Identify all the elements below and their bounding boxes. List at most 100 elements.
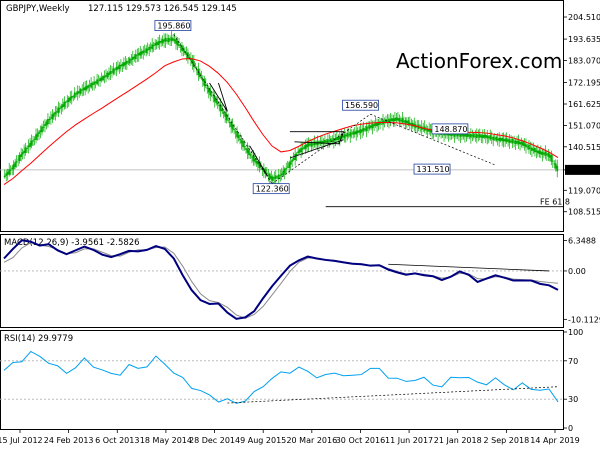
candle-body xyxy=(176,40,179,46)
candle-body xyxy=(85,85,88,90)
candle-body xyxy=(21,152,24,155)
candle-body xyxy=(109,71,112,74)
candle-body xyxy=(231,124,234,130)
candle-body xyxy=(536,150,539,154)
y-tick-label: 0 xyxy=(568,424,573,433)
candle-body xyxy=(492,136,495,141)
candle-body xyxy=(128,58,131,64)
candle-body xyxy=(51,114,54,120)
candle-body xyxy=(347,134,350,136)
axes-layer: 204.510 193.635 183.070 172.195 161.625 151.0… xyxy=(0,13,600,445)
candle-body xyxy=(99,78,101,82)
candle-body xyxy=(322,140,325,144)
candle-body xyxy=(73,92,76,98)
candle-body xyxy=(464,134,466,137)
candle-body xyxy=(207,88,210,93)
candle-body xyxy=(337,136,340,140)
price-annotation-label: 195.860 xyxy=(157,22,190,31)
rsi-panel-frame xyxy=(0,330,564,430)
candle-body xyxy=(210,94,213,96)
candle-body xyxy=(352,131,355,135)
candle-body xyxy=(198,72,201,77)
candle-body xyxy=(359,129,362,134)
candle-body xyxy=(152,45,155,47)
candle-body xyxy=(133,56,136,59)
candle-body xyxy=(309,144,311,146)
candle-body xyxy=(370,125,372,128)
price-annotation-box xyxy=(342,99,379,111)
candle-body xyxy=(547,152,550,157)
candle-body xyxy=(9,169,12,171)
candle-body xyxy=(486,135,489,139)
candle-body xyxy=(283,168,286,174)
candle-body xyxy=(292,157,295,160)
last-price-badge xyxy=(565,164,600,175)
fe-level-label: FE 61.8 xyxy=(540,198,570,207)
x-tick-label: 21 Jan 2018 xyxy=(434,436,482,445)
candle-body xyxy=(319,140,322,144)
candle-body xyxy=(78,91,81,93)
candle-body xyxy=(251,156,253,158)
candle-body xyxy=(12,164,15,170)
candle-body xyxy=(282,170,285,175)
candle-body xyxy=(149,46,152,49)
candle-body xyxy=(458,134,460,136)
candle-body xyxy=(389,119,392,121)
candle-body xyxy=(276,176,279,178)
candle-body xyxy=(495,136,498,141)
candle-body xyxy=(30,140,33,146)
candle-body xyxy=(201,79,204,82)
candle-body xyxy=(459,133,462,137)
candle-body xyxy=(76,91,79,95)
candle-body xyxy=(325,140,328,142)
candle-body xyxy=(331,139,334,141)
candle-body xyxy=(246,148,249,153)
candle-body xyxy=(127,61,130,63)
candle-body xyxy=(270,176,273,180)
candle-body xyxy=(97,80,100,82)
macd-divergence-trendline xyxy=(388,263,550,272)
candle-body xyxy=(57,107,60,114)
candle-body xyxy=(82,87,85,91)
candle-body xyxy=(140,51,143,55)
candle-body xyxy=(265,172,268,174)
rsi-line xyxy=(3,350,559,404)
candle-body xyxy=(154,43,157,46)
candle-body xyxy=(87,85,90,88)
candle-body xyxy=(151,44,154,50)
candle-body xyxy=(167,37,170,43)
candle-body xyxy=(539,151,542,155)
candle-body xyxy=(32,140,34,142)
candle-body xyxy=(344,134,347,137)
candle-body xyxy=(532,148,535,151)
candle-body xyxy=(166,39,168,41)
candle-body xyxy=(79,88,82,94)
candle-body xyxy=(507,139,510,142)
y-tick-label: 0.00 xyxy=(568,267,586,276)
candle-body xyxy=(410,123,413,126)
candle-body xyxy=(551,160,554,162)
candle-body xyxy=(514,140,517,144)
candle-body xyxy=(313,141,316,146)
candle-body xyxy=(498,137,501,142)
candle-body xyxy=(178,44,180,46)
price-annotation-label: 156.590 xyxy=(345,101,378,110)
candle-body xyxy=(227,119,230,121)
candle-body xyxy=(218,104,221,107)
candle-body xyxy=(228,122,231,123)
candle-body xyxy=(234,131,237,133)
candle-body xyxy=(392,118,395,122)
candle-body xyxy=(529,147,532,149)
projection-connector xyxy=(271,113,371,184)
candle-body xyxy=(93,81,95,85)
candle-body xyxy=(483,134,486,138)
candle-body xyxy=(47,119,49,125)
candle-body xyxy=(508,139,511,143)
candle-body xyxy=(185,52,188,55)
candle-body xyxy=(280,173,283,176)
y-tick-label: 119.070 xyxy=(568,186,600,195)
candle-body xyxy=(271,176,274,181)
candle-body xyxy=(248,150,250,156)
y-tick-label: 6.3488 xyxy=(568,237,596,246)
candle-body xyxy=(36,133,39,137)
